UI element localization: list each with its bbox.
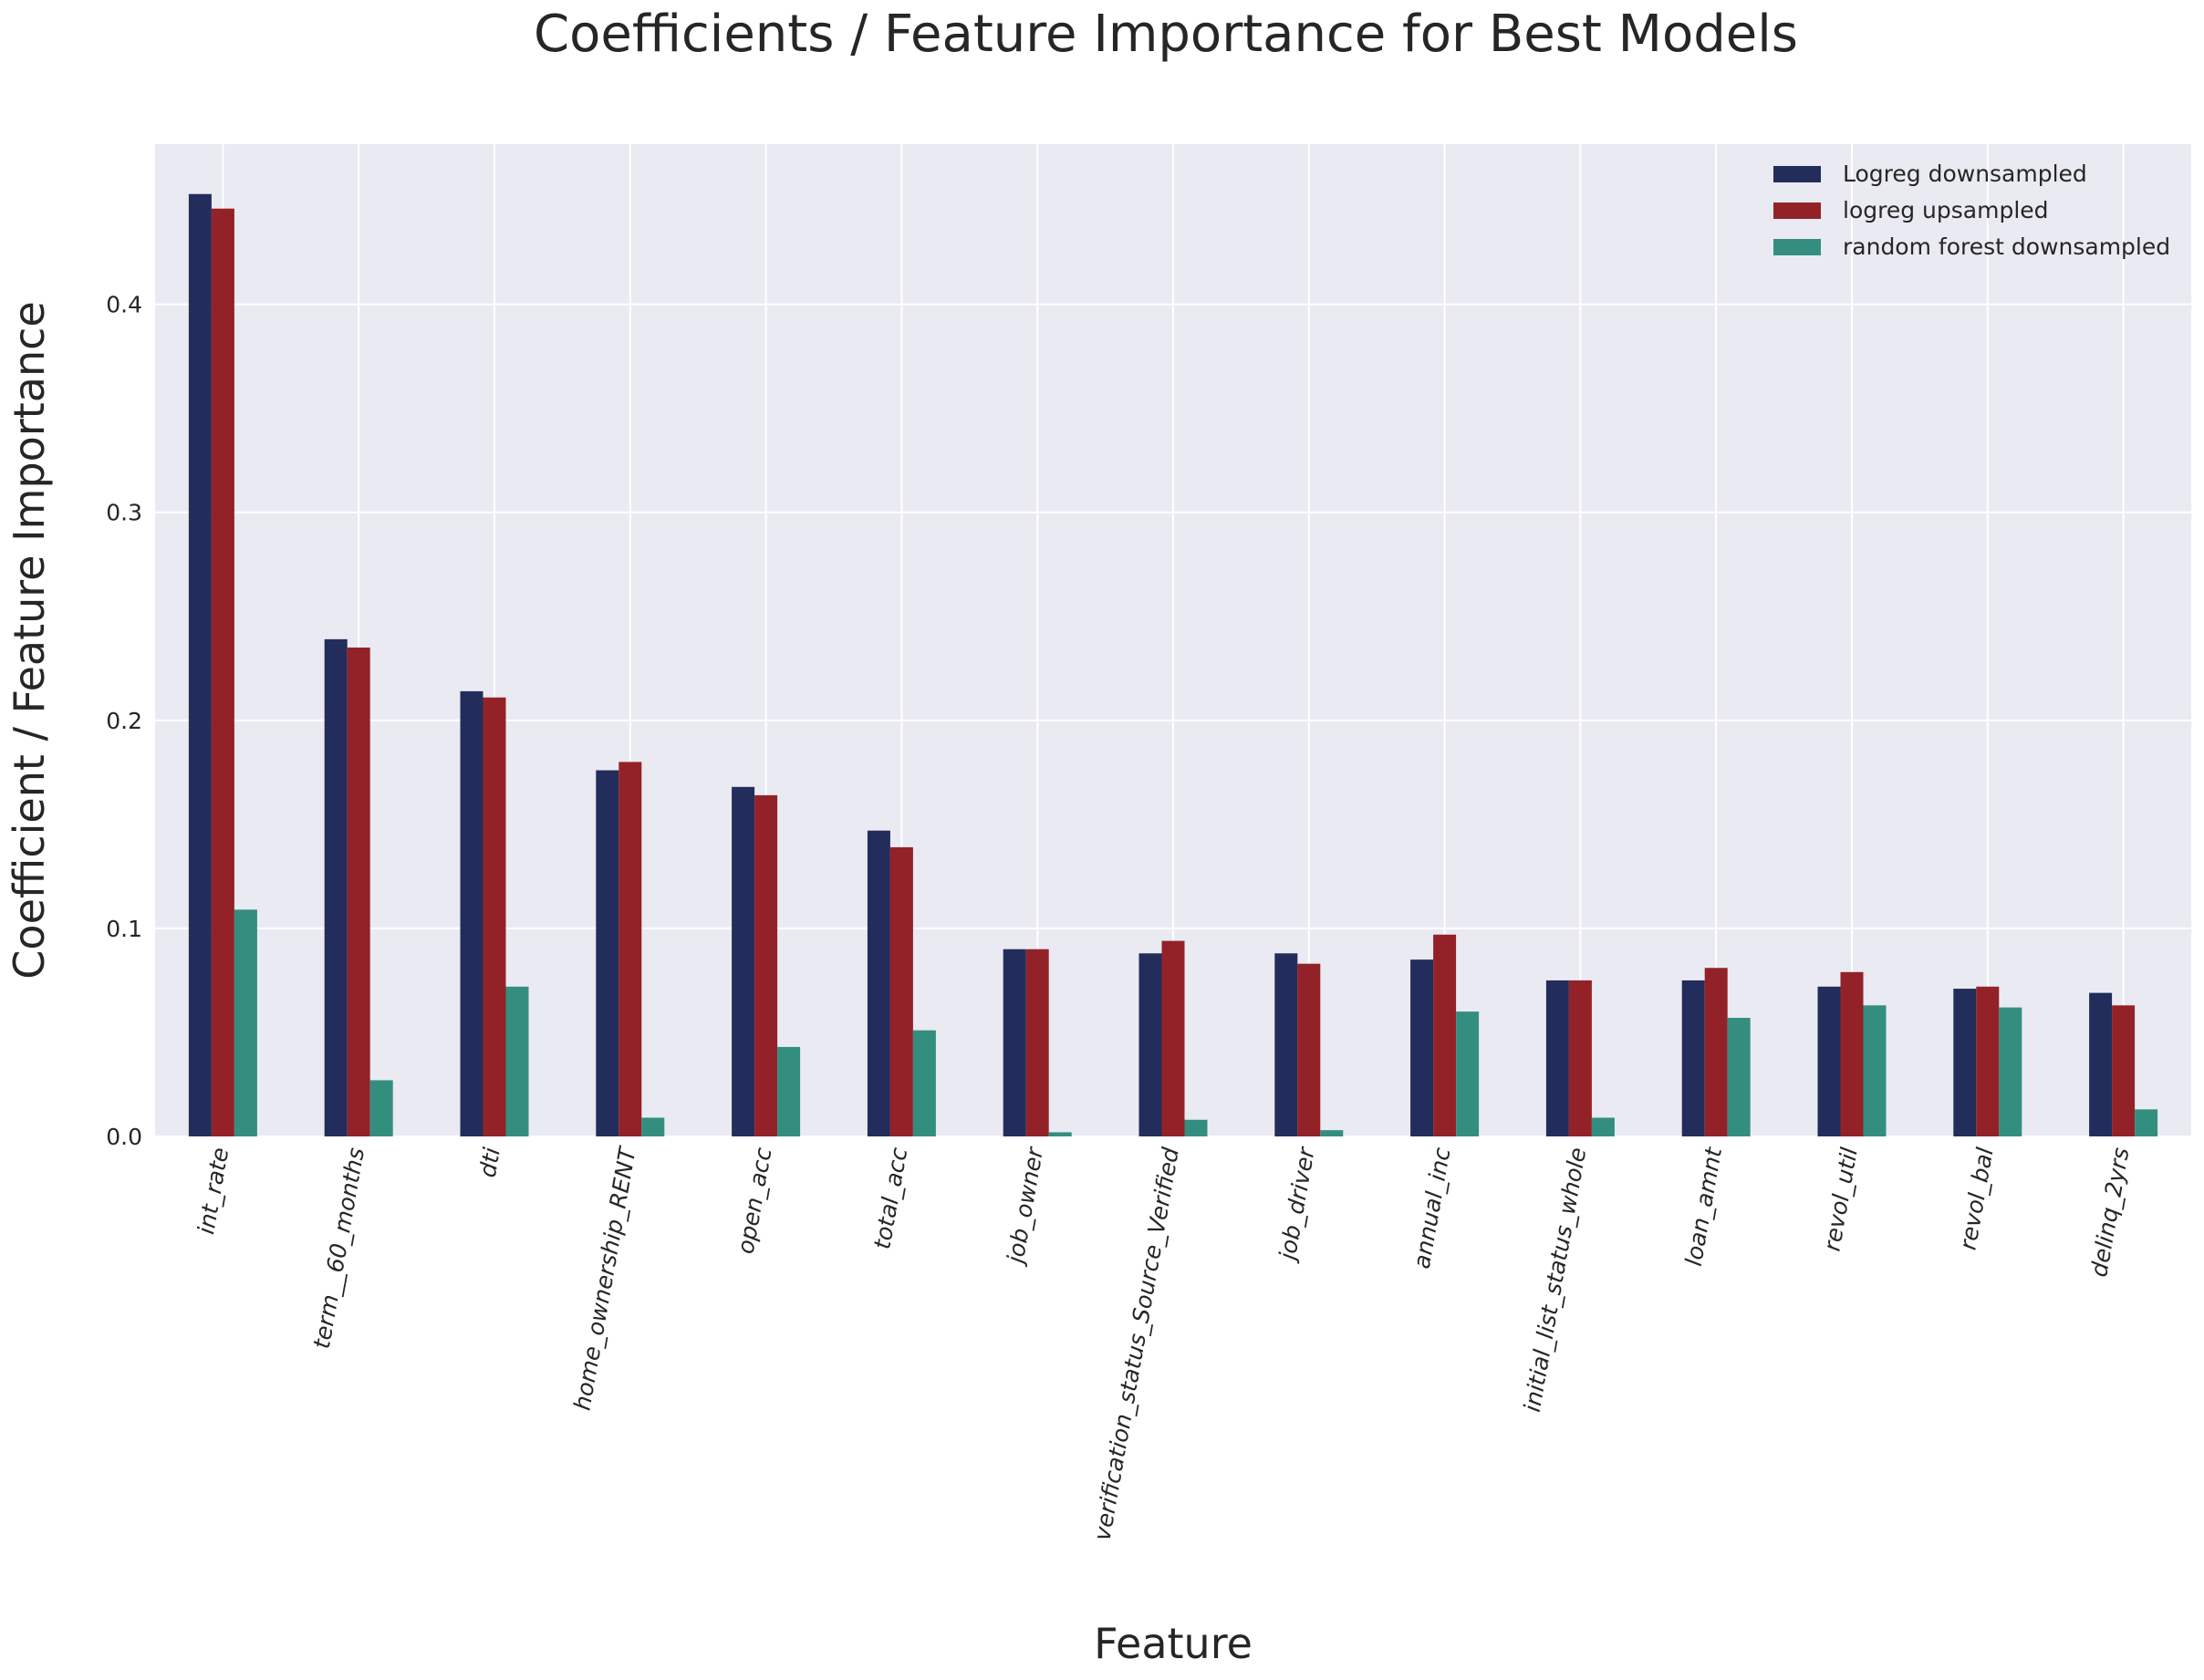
x-tick-label: revol_util [1818,1146,1862,1253]
bar [1138,953,1162,1136]
legend-swatch [1773,202,1821,219]
legend-label: random forest downsampled [1843,233,2170,260]
bar [1591,1117,1615,1136]
bar [754,794,778,1136]
bar [1840,971,1864,1136]
bar [1545,980,1569,1136]
bar [732,786,755,1136]
x-tick-label: annual_inc [1409,1146,1456,1270]
bar [1003,949,1026,1136]
y-tick-label: 0.4 [106,292,142,318]
bar [1456,1011,1480,1136]
bar [1048,1132,1072,1136]
bar [777,1046,801,1136]
y-axis-label: Coefficient / Feature Importance [5,301,54,979]
bar [641,1117,665,1136]
bar [1274,953,1298,1136]
bars [188,193,2158,1136]
legend-swatch [1773,166,1821,182]
bar [1704,968,1728,1136]
bar [347,647,370,1136]
bar [2135,1109,2158,1136]
bar [1297,963,1321,1136]
x-tick-label: dti [474,1146,505,1179]
bar [1568,980,1592,1136]
bar [1025,949,1049,1136]
bar [1817,986,1841,1136]
bar [234,909,257,1136]
bar [1320,1130,1344,1136]
y-tick-label: 0.0 [106,1124,142,1150]
bar [1433,934,1457,1136]
bar [188,193,212,1136]
x-tick-labels: int_rate term__60_months dti home_ownership… [192,1144,2134,1542]
bar [1681,980,1705,1136]
x-tick-label: verification_status_Source_Verified [1088,1146,1183,1542]
bar [369,1080,393,1136]
x-tick-label: loan_amnt [1680,1145,1728,1268]
x-tick-label: term__60_months [308,1146,369,1351]
x-tick-label: home_ownership_RENT [568,1144,641,1412]
bar [1161,940,1185,1136]
bar [1953,989,1977,1136]
y-tick-labels: 0.0 0.1 0.2 0.3 0.4 [106,292,142,1150]
legend-label: Logreg downsampled [1843,161,2087,187]
x-tick-label: revol_bal [1954,1146,1998,1252]
y-tick-label: 0.1 [106,916,142,942]
x-tick-label: total_acc [868,1146,912,1251]
bar [460,690,483,1136]
chart-title: Coefficients / Feature Importance for Be… [534,5,1798,64]
legend-label: logreg upsampled [1843,197,2049,223]
bar [867,830,890,1136]
x-tick-label: initial_list_status_whole [1519,1146,1592,1414]
bar [1999,1007,2022,1136]
x-tick-label: int_rate [192,1146,234,1236]
x-tick-label: job_owner [1002,1144,1049,1268]
x-tick-label: delinq_2yrs [2085,1146,2134,1279]
legend-swatch [1773,239,1821,255]
bar [1727,1017,1751,1136]
bar [483,697,506,1136]
bar [2089,992,2113,1136]
bar [912,1030,936,1136]
bar [505,986,529,1136]
bar [324,638,348,1136]
bar [889,846,913,1136]
bar [1863,1005,1887,1136]
legend: Logreg downsampled logreg upsampled random… [1773,161,2170,260]
bar [2112,1005,2136,1136]
x-tick-label: open_acc [733,1146,777,1256]
x-axis-label: Feature [1094,1619,1253,1668]
bar [596,770,619,1136]
bar [1184,1119,1208,1136]
bar [211,208,234,1136]
bar [1410,959,1434,1136]
y-tick-label: 0.3 [106,500,142,526]
x-tick-label: job_driver [1274,1144,1320,1264]
y-tick-label: 0.2 [106,708,142,734]
bar [1976,986,2000,1136]
bar [619,762,642,1136]
